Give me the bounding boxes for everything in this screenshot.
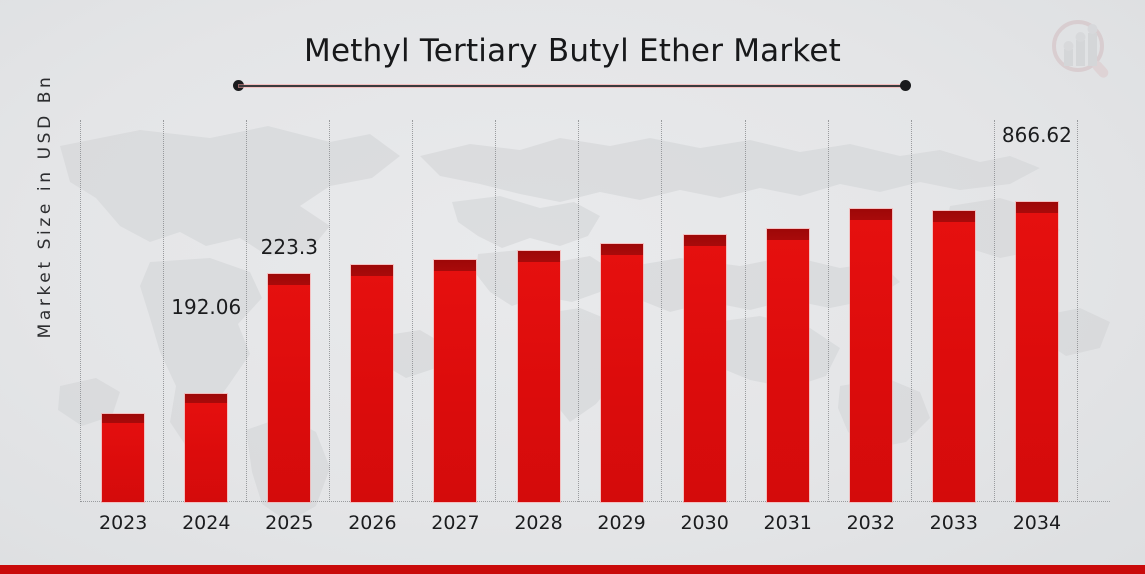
gridline-vertical <box>412 120 414 502</box>
x-tick-2034: 2034 <box>1012 512 1062 534</box>
bar-cap <box>185 394 228 403</box>
x-tick-2026: 2026 <box>348 512 397 534</box>
gridline-vertical <box>993 120 995 502</box>
x-tick-2030: 2030 <box>680 512 729 534</box>
x-tick-2031: 2031 <box>763 512 812 534</box>
gridline-vertical <box>910 120 912 502</box>
bar-cap <box>849 209 892 220</box>
gridline-vertical <box>661 120 663 502</box>
gridline-vertical <box>495 120 497 502</box>
title-underline-dot-left <box>233 80 244 91</box>
x-tick-2023: 2023 <box>99 512 148 534</box>
title-underline-bar <box>239 85 905 87</box>
bar-2027[interactable] <box>434 260 477 502</box>
bar-cap <box>351 265 394 276</box>
page-title: Methyl Tertiary Butyl Ether Market <box>304 33 841 69</box>
value-label-2024: 192.06 <box>171 295 242 319</box>
y-axis-label: Market Size in USD Bn <box>35 73 55 339</box>
plot-area: 192.06 223.3 866.62 <box>80 120 1110 502</box>
bottom-accent-band <box>0 565 1145 574</box>
gridline-vertical <box>827 120 829 502</box>
bar-cap <box>766 229 809 240</box>
gridline-vertical <box>744 120 746 502</box>
bar-2028[interactable] <box>517 251 560 502</box>
gridline-vertical <box>329 120 331 502</box>
gridline-vertical <box>80 120 81 502</box>
bar-2034[interactable] <box>1015 202 1058 502</box>
bar-2023[interactable] <box>102 414 145 502</box>
x-tick-2027: 2027 <box>431 512 480 534</box>
title-underline <box>233 80 911 91</box>
gridline-vertical <box>578 120 580 502</box>
chart-title-wrap: Methyl Tertiary Butyl Ether Market <box>0 34 1145 69</box>
x-tick-2029: 2029 <box>597 512 646 534</box>
gridline-vertical <box>163 120 165 502</box>
x-tick-2025: 2025 <box>265 512 314 534</box>
bar-cap <box>517 251 560 262</box>
value-label-2034: 866.62 <box>1001 123 1072 147</box>
bar-2024[interactable] <box>185 394 228 502</box>
bar-2032[interactable] <box>849 209 892 502</box>
x-tick-2033: 2033 <box>929 512 979 534</box>
x-axis-ticks: 2023 2024 2025 2026 2027 2028 2029 2030 2031 2032… <box>80 512 1110 542</box>
bar-2031[interactable] <box>766 229 809 502</box>
bar-cap <box>600 244 643 255</box>
bar-cap <box>102 414 145 423</box>
bar-cap <box>434 260 477 271</box>
bar-cap <box>683 235 726 246</box>
bar-2025[interactable] <box>268 274 311 502</box>
title-underline-dot-right <box>900 80 911 91</box>
bar-cap <box>268 274 311 285</box>
x-axis-baseline <box>80 501 1110 502</box>
x-tick-2024: 2024 <box>182 512 231 534</box>
bar-cap <box>932 211 975 222</box>
bar-cap <box>1015 202 1058 213</box>
gridline-vertical <box>246 120 248 502</box>
bar-2026[interactable] <box>351 265 394 502</box>
gridline-vertical <box>1076 120 1078 502</box>
bar-2029[interactable] <box>600 244 643 502</box>
bar-2033[interactable] <box>932 211 975 502</box>
x-tick-2032: 2032 <box>846 512 895 534</box>
bar-2030[interactable] <box>683 235 726 502</box>
value-label-2025: 223.3 <box>260 235 318 259</box>
x-tick-2028: 2028 <box>514 512 563 534</box>
